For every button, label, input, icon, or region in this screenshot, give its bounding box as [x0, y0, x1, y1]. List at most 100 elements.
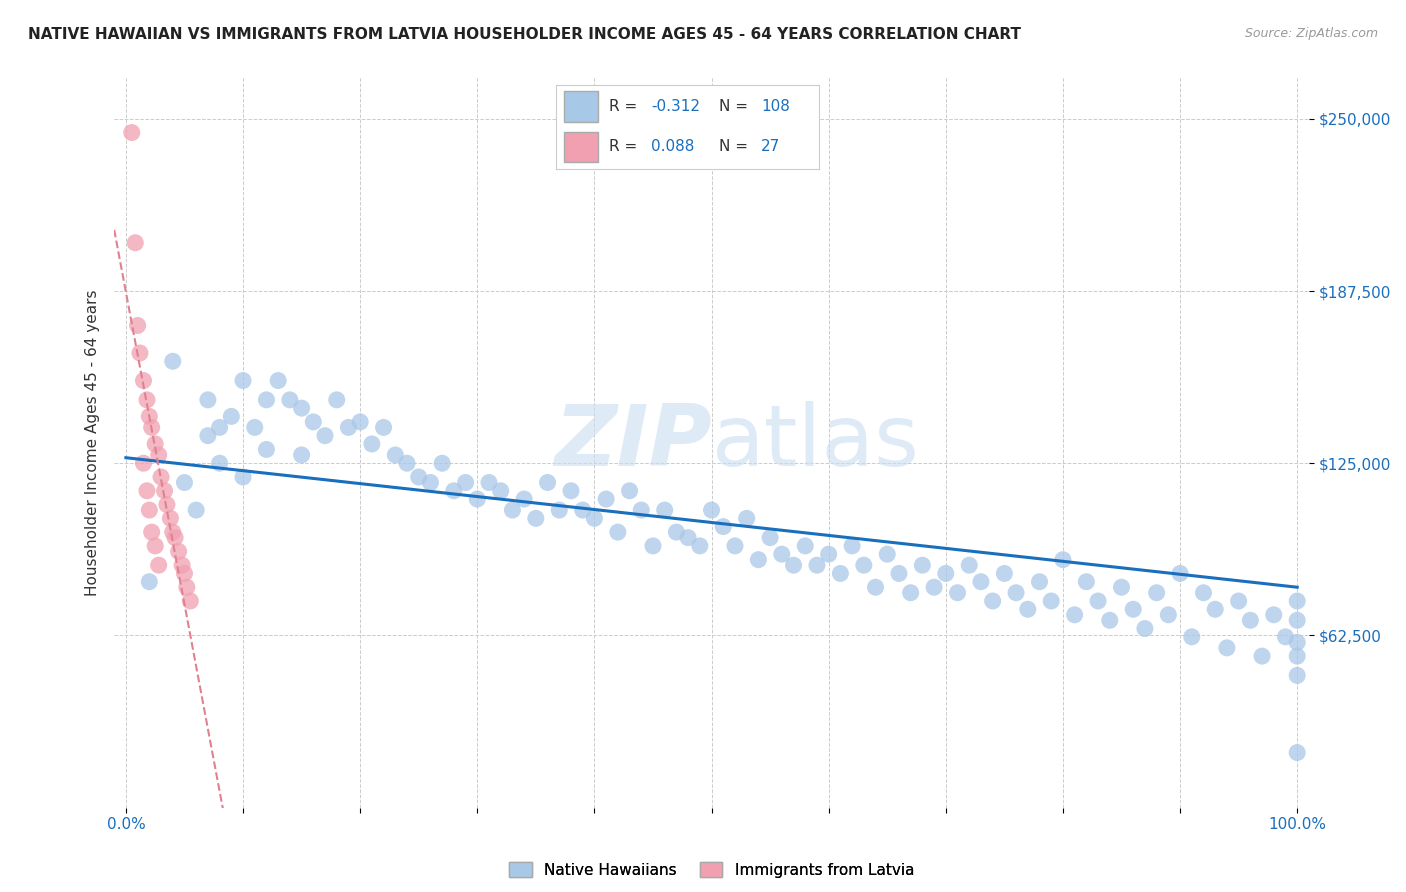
Point [129, 346, 152, 360]
Point [1098, 613, 1121, 627]
Point [349, 415, 371, 429]
Point [711, 519, 734, 533]
Point [571, 503, 593, 517]
Point [513, 491, 536, 506]
Point [156, 498, 179, 512]
Point [560, 483, 582, 498]
Point [162, 354, 184, 368]
Point [700, 503, 723, 517]
Point [121, 126, 143, 140]
Point [159, 511, 181, 525]
Point [1005, 586, 1028, 600]
Point [1274, 630, 1296, 644]
Point [1040, 594, 1063, 608]
Point [138, 574, 160, 589]
Point [221, 409, 243, 424]
Point [665, 525, 688, 540]
Point [302, 415, 325, 429]
Point [208, 456, 231, 470]
Point [1251, 649, 1274, 664]
Point [654, 503, 676, 517]
Text: NATIVE HAWAIIAN VS IMMIGRANTS FROM LATVIA HOUSEHOLDER INCOME AGES 45 - 64 YEARS : NATIVE HAWAIIAN VS IMMIGRANTS FROM LATVI… [28, 27, 1021, 42]
Point [1017, 602, 1039, 616]
Point [150, 470, 173, 484]
Point [595, 491, 617, 506]
Point [1286, 594, 1309, 608]
Point [759, 531, 782, 545]
Point [232, 374, 254, 388]
Point [1111, 580, 1133, 594]
Point [676, 531, 699, 545]
Point [132, 374, 155, 388]
Point [641, 539, 664, 553]
Point [841, 539, 863, 553]
Y-axis label: Householder Income Ages 45 - 64 years: Householder Income Ages 45 - 64 years [86, 289, 100, 596]
Point [1181, 630, 1204, 644]
Point [291, 401, 314, 416]
Point [173, 475, 195, 490]
Point [176, 580, 198, 594]
Point [957, 558, 980, 573]
Point [1263, 607, 1285, 622]
Point [946, 586, 969, 600]
Point [197, 392, 219, 407]
Point [900, 586, 922, 600]
Point [1063, 607, 1085, 622]
Point [1052, 552, 1074, 566]
Point [935, 566, 957, 581]
Point [1204, 602, 1226, 616]
Point [478, 475, 501, 490]
Point [583, 511, 606, 525]
Point [1076, 574, 1098, 589]
Point [1227, 594, 1250, 608]
Point [197, 428, 219, 442]
Point [489, 483, 512, 498]
Point [501, 503, 523, 517]
Point [165, 531, 187, 545]
Point [887, 566, 910, 581]
Point [267, 374, 290, 388]
Point [138, 503, 160, 517]
Point [454, 475, 477, 490]
Point [817, 547, 839, 561]
Point [138, 409, 160, 424]
Point [876, 547, 898, 561]
Point [186, 503, 208, 517]
Point [314, 428, 336, 442]
Point [981, 594, 1004, 608]
Point [1286, 613, 1309, 627]
Point [419, 475, 441, 490]
Point [1133, 622, 1156, 636]
Point [141, 420, 163, 434]
Point [1286, 649, 1309, 664]
Point [830, 566, 852, 581]
Point [1146, 586, 1168, 600]
Point [395, 456, 418, 470]
Point [143, 539, 166, 553]
Point [770, 547, 793, 561]
Point [1028, 574, 1050, 589]
Point [167, 544, 190, 558]
Point [136, 392, 159, 407]
Point [1286, 635, 1309, 649]
Point [806, 558, 828, 573]
Point [162, 525, 184, 540]
Point [256, 392, 278, 407]
Point [970, 574, 993, 589]
Text: Source: ZipAtlas.com: Source: ZipAtlas.com [1244, 27, 1378, 40]
Point [1239, 613, 1261, 627]
Point [136, 483, 159, 498]
Text: ZIP: ZIP [554, 401, 711, 484]
Point [1168, 566, 1191, 581]
Point [132, 456, 155, 470]
Point [1122, 602, 1144, 616]
Point [278, 392, 301, 407]
Point [689, 539, 711, 553]
Point [1157, 607, 1180, 622]
Point [524, 511, 547, 525]
Point [794, 539, 817, 553]
Point [548, 503, 571, 517]
Point [606, 525, 628, 540]
Text: atlas: atlas [711, 401, 920, 484]
Point [993, 566, 1015, 581]
